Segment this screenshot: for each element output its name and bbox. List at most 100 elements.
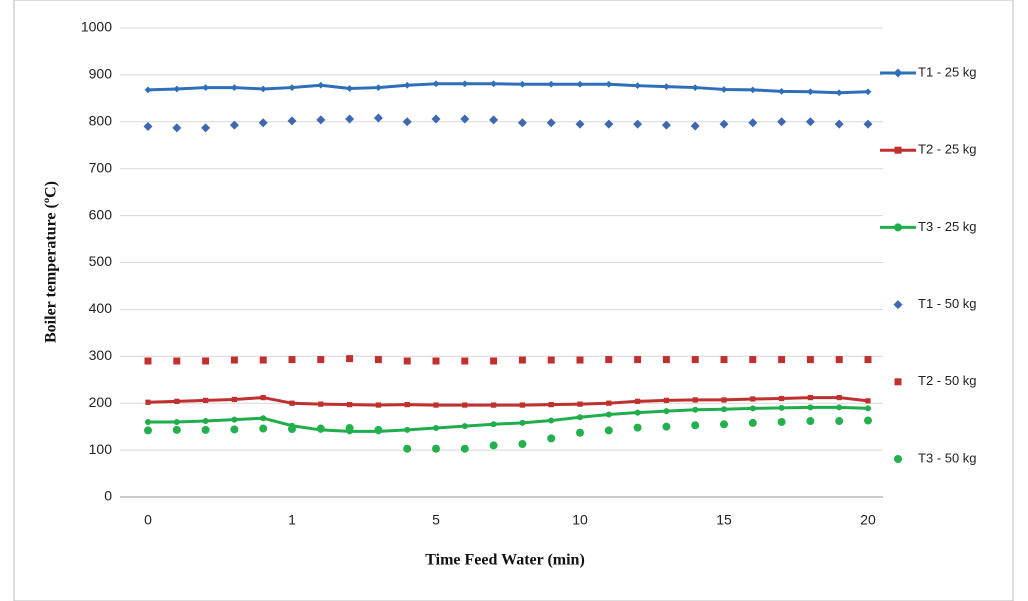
- data-point: [202, 397, 209, 404]
- data-point: [834, 119, 844, 129]
- y-tick-label: 400: [89, 300, 113, 316]
- data-point: [749, 86, 757, 94]
- data-point: [604, 426, 613, 435]
- legend-label: T2 - 50 kg: [918, 373, 977, 388]
- x-tick-label: 1: [288, 512, 296, 528]
- data-point: [692, 397, 698, 403]
- y-tick-label: 100: [89, 441, 113, 457]
- data-point: [201, 425, 210, 434]
- data-point: [231, 396, 238, 403]
- data-point: [691, 421, 700, 430]
- data-point: [288, 84, 296, 91]
- data-point: [289, 400, 295, 406]
- data-point: [691, 84, 699, 91]
- data-point: [692, 406, 699, 413]
- data-point: [605, 356, 613, 364]
- data-point: [230, 356, 238, 364]
- data-point: [661, 120, 671, 130]
- y-tick-label: 800: [89, 113, 113, 129]
- chart-frame: [13, 0, 1014, 601]
- x-tick-label: 5: [432, 512, 440, 528]
- legend-marker: [894, 455, 902, 463]
- data-point: [144, 426, 152, 435]
- y-tick-label: 200: [89, 394, 113, 410]
- data-point: [748, 118, 758, 128]
- data-point: [145, 418, 151, 425]
- data-point: [431, 114, 441, 124]
- data-point: [490, 357, 498, 365]
- data-point: [633, 423, 642, 432]
- data-point: [230, 425, 239, 434]
- data-point: [402, 117, 412, 127]
- data-point: [548, 417, 555, 424]
- data-point: [778, 395, 785, 402]
- data-point: [260, 394, 266, 401]
- data-point: [865, 398, 871, 404]
- data-point: [720, 420, 728, 429]
- data-point: [605, 411, 612, 418]
- data-point: [404, 401, 410, 408]
- legend-label: T1 - 25 kg: [918, 64, 977, 79]
- data-point: [173, 85, 181, 93]
- data-point: [546, 118, 556, 128]
- data-point: [462, 402, 468, 408]
- data-point: [403, 81, 411, 89]
- data-point: [576, 356, 584, 364]
- data-point: [432, 80, 440, 88]
- data-point: [346, 401, 353, 408]
- data-point: [316, 115, 326, 125]
- data-point: [721, 397, 727, 403]
- data-point: [489, 115, 499, 125]
- data-point: [807, 404, 814, 411]
- data-point: [317, 356, 325, 364]
- data-point: [662, 356, 670, 364]
- data-point: [202, 84, 209, 91]
- data-point: [143, 121, 153, 131]
- data-point: [201, 123, 211, 133]
- data-point: [259, 85, 267, 93]
- data-point: [172, 425, 181, 434]
- data-point: [690, 121, 700, 131]
- data-point: [777, 117, 787, 127]
- data-point: [547, 356, 555, 364]
- data-point: [748, 418, 757, 427]
- data-point: [807, 88, 814, 96]
- data-point: [749, 405, 756, 412]
- data-point: [260, 415, 267, 422]
- legend-marker: [893, 68, 903, 78]
- data-point: [634, 398, 641, 404]
- data-point: [461, 80, 469, 88]
- y-axis-title: Boiler temperature (ºC): [43, 181, 60, 343]
- data-point: [259, 356, 267, 364]
- y-tick-label: 900: [89, 66, 113, 82]
- data-point: [519, 402, 526, 408]
- data-point: [460, 114, 470, 124]
- data-point: [461, 357, 469, 365]
- data-point: [460, 444, 469, 453]
- data-point: [345, 424, 354, 433]
- data-point: [403, 357, 411, 365]
- data-point: [375, 84, 382, 91]
- data-point: [173, 357, 181, 365]
- data-point: [605, 80, 613, 88]
- data-point: [547, 80, 555, 88]
- data-point: [318, 401, 324, 407]
- y-tick-label: 1000: [81, 19, 112, 35]
- data-point: [231, 416, 238, 423]
- data-point: [778, 404, 785, 411]
- data-point: [373, 113, 383, 123]
- y-tick-label: 500: [89, 253, 113, 269]
- data-point: [576, 80, 584, 88]
- x-tick-label: 20: [860, 512, 876, 528]
- data-point: [403, 444, 412, 453]
- data-point: [606, 400, 612, 406]
- data-point: [287, 116, 297, 126]
- data-point: [519, 419, 526, 426]
- data-point: [805, 117, 815, 127]
- data-point: [490, 80, 497, 88]
- data-point: [864, 416, 872, 425]
- data-point: [258, 118, 268, 128]
- data-point: [433, 402, 439, 408]
- data-point: [517, 118, 527, 128]
- data-point: [345, 114, 355, 124]
